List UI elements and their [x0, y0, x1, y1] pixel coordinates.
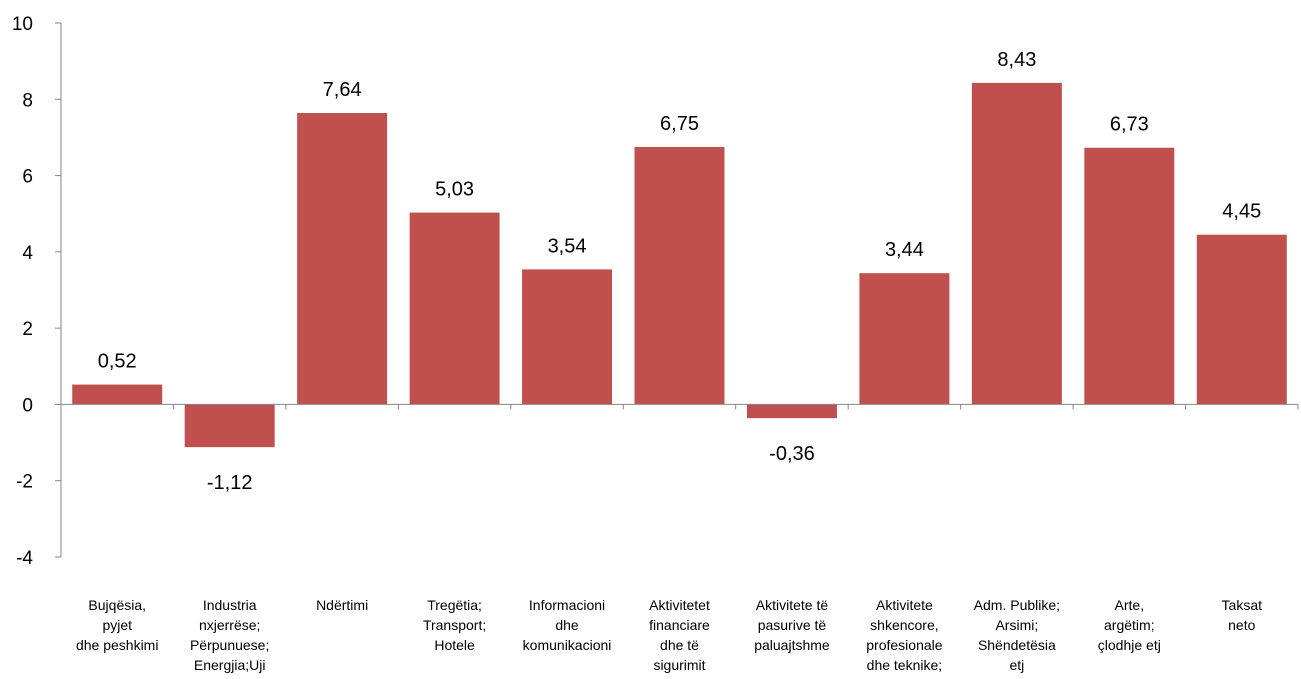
bar	[184, 404, 275, 448]
y-tick-label: 8	[22, 90, 33, 111]
category-label: sigurimit	[653, 657, 705, 673]
category-label: Taksat	[1222, 597, 1263, 613]
category-label: komunikacioni	[523, 637, 612, 653]
category-label: financiare	[649, 617, 710, 633]
bar	[297, 113, 388, 405]
category-label: argëtim;	[1104, 617, 1155, 633]
bars	[72, 82, 1287, 448]
data-labels: 0,52 -1,12 7,64 5,03 3,54 6,75 -0,36 3,44 8,43 6,…	[98, 49, 1261, 494]
category-label: Aktivitetet	[649, 597, 710, 613]
data-label: 6,75	[660, 113, 699, 135]
category-label: Energjia;Uji	[194, 657, 266, 673]
category-label: pyjet	[102, 617, 132, 633]
y-tick-label: 10	[12, 14, 33, 35]
bar	[72, 384, 163, 405]
category-label: Shëndetësia	[978, 637, 1056, 653]
category-label: Industria	[203, 597, 257, 613]
category-label: çlodhje etj	[1098, 637, 1161, 653]
category-label: dhe	[555, 617, 579, 633]
category-label: shkencore,	[870, 617, 938, 633]
data-label: 0,52	[98, 351, 137, 373]
data-label: -1,12	[207, 472, 253, 494]
data-label: 4,45	[1222, 201, 1261, 223]
bar	[1196, 234, 1287, 405]
y-axis: 10 8 6 4 2 0 -2 -4	[12, 14, 62, 569]
bar	[746, 404, 837, 419]
bar	[634, 146, 725, 405]
data-label: -0,36	[769, 443, 815, 465]
data-label: 5,03	[435, 179, 474, 201]
y-tick-label: -2	[16, 472, 33, 493]
category-label: Arte,	[1115, 597, 1145, 613]
data-label: 3,54	[548, 235, 587, 257]
category-label: Përpunuese;	[190, 637, 269, 653]
y-tick-label: 2	[22, 319, 33, 340]
category-label: paluajtshme	[754, 637, 830, 653]
y-tick-label: 4	[22, 243, 33, 264]
category-label: Hotele	[434, 637, 475, 653]
bar	[409, 212, 500, 405]
data-label: 8,43	[997, 49, 1036, 71]
category-label: Tregëtia;	[427, 597, 482, 613]
category-label: Transport;	[423, 617, 486, 633]
category-labels: Bujqësia, pyjet dhe peshkimi Industria nxjer…	[76, 597, 1262, 673]
bar	[522, 269, 613, 405]
y-tick-label: -4	[16, 548, 33, 569]
category-label: Aktivitete të	[756, 597, 829, 613]
y-tick-label: 6	[22, 167, 33, 188]
data-label: 7,64	[323, 79, 362, 101]
bar	[1084, 147, 1175, 405]
category-label: pasurive të	[758, 617, 827, 633]
data-label: 3,44	[885, 239, 924, 261]
category-label: Bujqësia,	[88, 597, 146, 613]
category-label: nxjerrëse;	[199, 617, 260, 633]
bar	[859, 273, 950, 405]
category-label: dhe të	[660, 637, 699, 653]
y-tick-label: 0	[22, 395, 33, 416]
category-label: Arsimi;	[995, 617, 1038, 633]
x-axis	[60, 403, 1299, 410]
category-label: neto	[1228, 617, 1255, 633]
category-label: Ndërtimi	[316, 597, 368, 613]
category-label: Adm. Publike;	[974, 597, 1060, 613]
category-label: Aktivitete	[876, 597, 933, 613]
category-label: dhe teknike;	[867, 657, 943, 673]
category-label: profesionale	[866, 637, 942, 653]
data-label: 6,73	[1110, 114, 1149, 136]
bar	[971, 82, 1062, 405]
category-label: etj	[1009, 657, 1024, 673]
category-label: Informacioni	[529, 597, 605, 613]
category-label: dhe peshkimi	[76, 637, 159, 653]
